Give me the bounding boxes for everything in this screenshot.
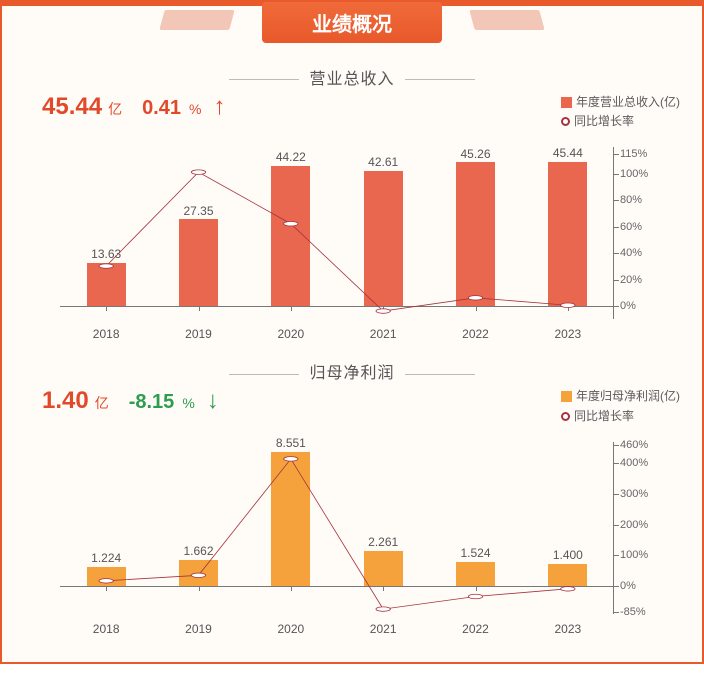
legend-line-label: 同比增长率 bbox=[574, 407, 634, 426]
legend-line-marker-icon bbox=[561, 117, 570, 126]
ytick bbox=[614, 306, 619, 307]
ytick-label: 100% bbox=[620, 168, 672, 180]
ytick-label: 460% bbox=[620, 439, 672, 451]
x-label: 2018 bbox=[93, 622, 120, 636]
ytick bbox=[614, 445, 619, 446]
pct-value: 0.41 bbox=[142, 97, 181, 120]
chart-revenue: 营业总收入45.44亿0.41%↑年度营业总收入(亿)同比增长率0%20%40%… bbox=[2, 53, 702, 347]
x-label: 2023 bbox=[554, 622, 581, 636]
x-label: 2022 bbox=[462, 622, 489, 636]
ytick bbox=[614, 174, 619, 175]
ytick bbox=[614, 227, 619, 228]
ytick bbox=[614, 555, 619, 556]
ytick bbox=[614, 200, 619, 201]
pct-value: -8.15 bbox=[129, 391, 175, 414]
chart-top-row: 45.44 亿 0.41% ↑ 年度营业总收入(亿)同比增长率 bbox=[16, 93, 688, 131]
x-label: 2022 bbox=[462, 327, 489, 341]
chart-legend: 年度归母净利润(亿)同比增长率 bbox=[561, 387, 680, 425]
page-container: 业绩概况 营业总收入45.44亿0.41%↑年度营业总收入(亿)同比增长率0%2… bbox=[0, 0, 704, 664]
ytick bbox=[614, 463, 619, 464]
ytick bbox=[614, 494, 619, 495]
ytick-label: 300% bbox=[620, 488, 672, 500]
stat-unit: 亿 bbox=[108, 99, 122, 119]
x-label: 2023 bbox=[554, 327, 581, 341]
x-label: 2019 bbox=[185, 327, 212, 341]
ytick bbox=[614, 612, 619, 613]
ytick-label: 20% bbox=[620, 274, 672, 286]
x-label: 2020 bbox=[277, 622, 304, 636]
legend-bar-swatch-icon bbox=[561, 391, 572, 402]
ytick-label: 400% bbox=[620, 457, 672, 469]
ytick-label: 60% bbox=[620, 221, 672, 233]
trend-arrow-icon: ↓ bbox=[207, 389, 219, 413]
stat-unit: 亿 bbox=[95, 393, 109, 413]
title-ribbon: 业绩概况 bbox=[182, 2, 522, 43]
x-label: 2021 bbox=[370, 622, 397, 636]
chart-stats: 1.40 亿 -8.15% ↓ bbox=[42, 387, 219, 415]
trend-arrow-icon: ↑ bbox=[213, 95, 225, 119]
plot-area: 0%20%40%60%80%100%115%13.63201827.352019… bbox=[60, 147, 614, 319]
ytick bbox=[614, 253, 619, 254]
pct-unit: % bbox=[182, 395, 194, 411]
line-layer bbox=[60, 147, 614, 319]
legend-bar-swatch-icon bbox=[561, 97, 572, 108]
legend-bar-label: 年度营业总收入(亿) bbox=[576, 93, 680, 112]
page-title: 业绩概况 bbox=[262, 2, 442, 43]
ytick-label: 40% bbox=[620, 247, 672, 259]
legend-bar-label: 年度归母净利润(亿) bbox=[576, 387, 680, 406]
ytick-label: 100% bbox=[620, 549, 672, 561]
ytick-label: 0% bbox=[620, 300, 672, 312]
ytick-label: 115% bbox=[620, 148, 672, 160]
stat-value: 1.40 bbox=[42, 387, 89, 415]
ytick bbox=[614, 586, 619, 587]
ytick bbox=[614, 525, 619, 526]
line-layer bbox=[60, 442, 614, 614]
ytick-label: 200% bbox=[620, 519, 672, 531]
plot-wrap: 0%20%40%60%80%100%115%13.63201827.352019… bbox=[20, 137, 684, 347]
chart-netprofit: 归母净利润1.40亿-8.15%↓年度归母净利润(亿)同比增长率-85%0%10… bbox=[2, 347, 702, 641]
chart-top-row: 1.40 亿 -8.15% ↓ 年度归母净利润(亿)同比增长率 bbox=[16, 387, 688, 425]
plot-area: -85%0%100%200%300%400%460%1.22420181.662… bbox=[60, 442, 614, 614]
legend-line-marker-icon bbox=[561, 412, 570, 421]
chart-subtitle: 归母净利润 bbox=[16, 359, 688, 383]
ytick bbox=[614, 280, 619, 281]
chart-legend: 年度营业总收入(亿)同比增长率 bbox=[561, 93, 680, 131]
ytick bbox=[614, 154, 619, 155]
chart-stats: 45.44 亿 0.41% ↑ bbox=[42, 93, 225, 121]
ytick-label: 0% bbox=[620, 580, 672, 592]
x-label: 2019 bbox=[185, 622, 212, 636]
stat-value: 45.44 bbox=[42, 93, 102, 121]
ytick-label: -85% bbox=[620, 606, 672, 618]
x-label: 2020 bbox=[277, 327, 304, 341]
chart-subtitle: 营业总收入 bbox=[16, 65, 688, 89]
x-label: 2018 bbox=[93, 327, 120, 341]
x-label: 2021 bbox=[370, 327, 397, 341]
pct-unit: % bbox=[189, 101, 201, 117]
ytick-label: 80% bbox=[620, 194, 672, 206]
legend-line-label: 同比增长率 bbox=[574, 112, 634, 131]
plot-wrap: -85%0%100%200%300%400%460%1.22420181.662… bbox=[20, 432, 684, 642]
charts-host: 营业总收入45.44亿0.41%↑年度营业总收入(亿)同比增长率0%20%40%… bbox=[2, 53, 702, 642]
